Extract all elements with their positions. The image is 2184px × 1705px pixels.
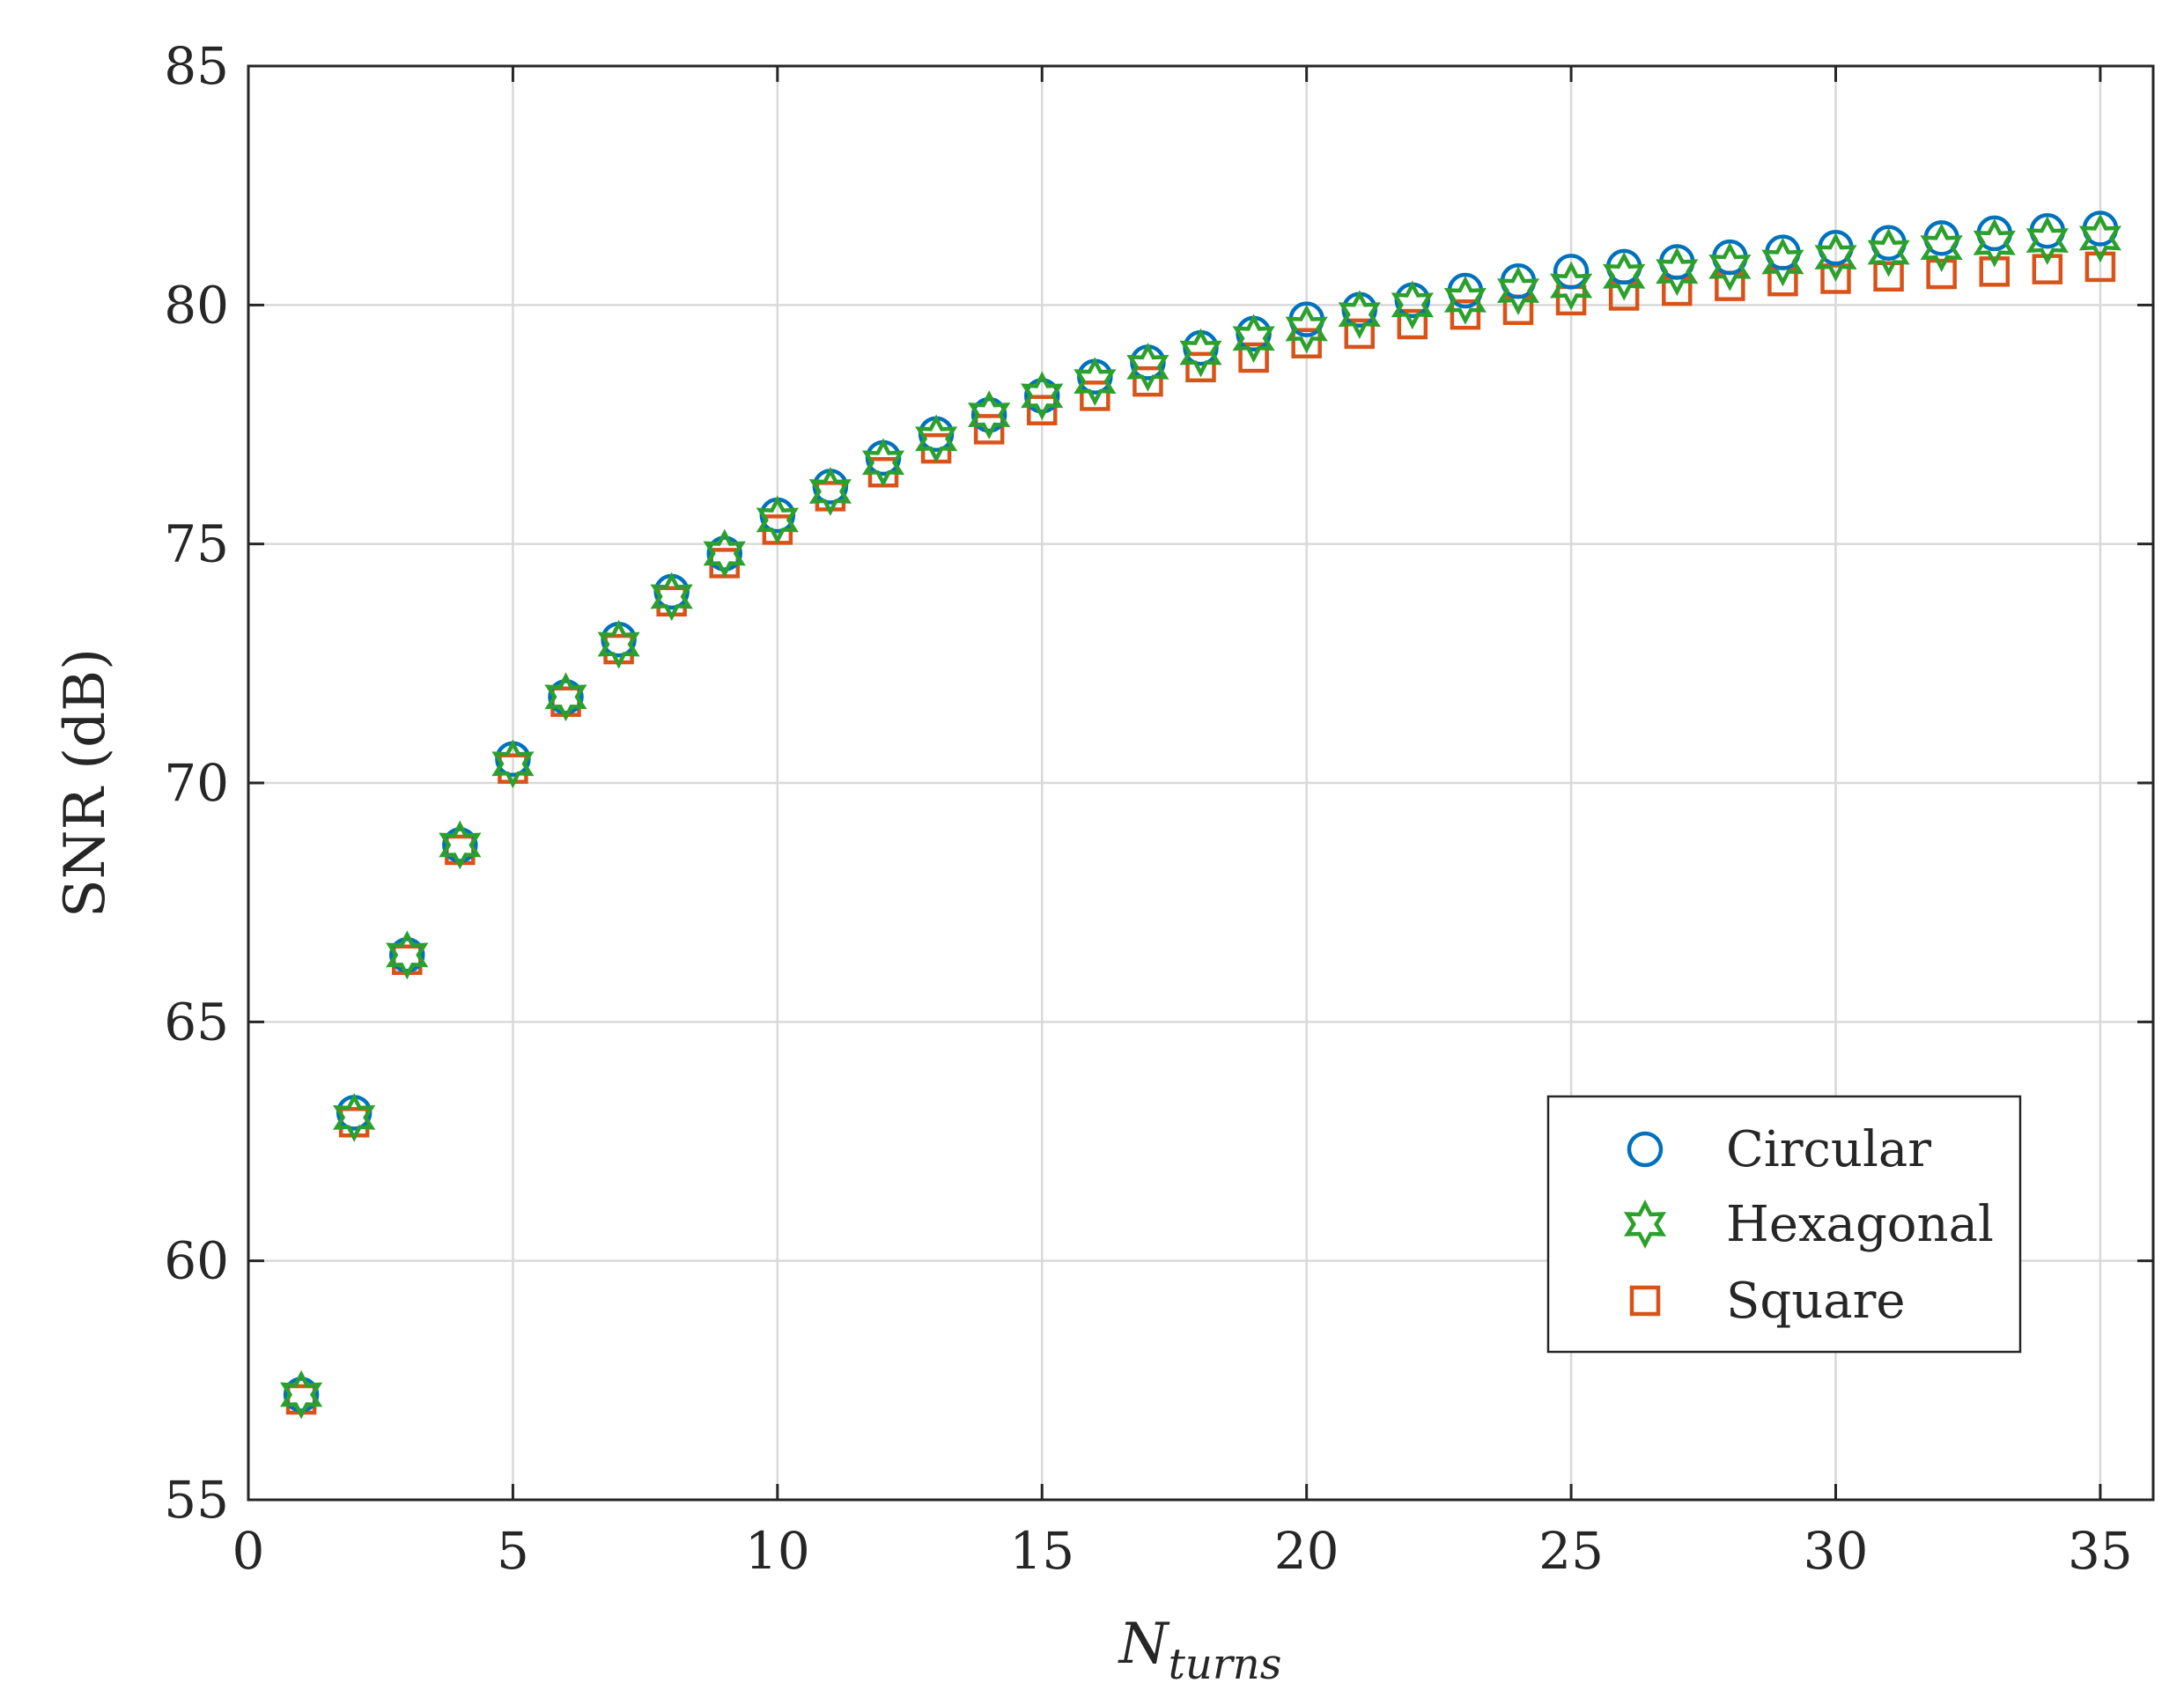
circular-legend-icon: [1627, 1131, 1664, 1168]
hexagonal-point: [1920, 223, 1963, 273]
circular-point: [548, 679, 584, 715]
hexagonal-point: [597, 619, 640, 669]
square-point: [1133, 365, 1163, 397]
square-point: [1873, 261, 1904, 292]
y-tick-label: 80: [164, 275, 229, 335]
hexagonal-point: [703, 528, 746, 579]
square-point: [1080, 380, 1110, 411]
square-legend-icon: [1629, 1285, 1661, 1317]
y-tick-label: 85: [164, 36, 229, 96]
legend: Circular Hexagonal Square: [1546, 1095, 2022, 1354]
x-tick-label: 15: [1009, 1521, 1074, 1581]
hexagonal-point: [1021, 371, 1064, 421]
hexagonal-point: [1179, 328, 1222, 378]
x-tick-label: 20: [1274, 1521, 1339, 1581]
square-point: [1820, 263, 1851, 294]
circular-point: [283, 1377, 320, 1413]
hexagonal-point: [1708, 242, 1752, 292]
x-tick-label: 10: [745, 1521, 810, 1581]
square-point: [1397, 308, 1428, 340]
circular-point: [442, 827, 478, 863]
hexagonal-point: [1126, 343, 1169, 392]
x-tick-label: 5: [497, 1521, 529, 1581]
hexagonal-point: [1550, 261, 1593, 311]
legend-label: Hexagonal: [1726, 1196, 1994, 1253]
hexagonal-point: [1814, 232, 1857, 282]
hexagonal-point: [1338, 290, 1381, 340]
hexagonal-point: [808, 467, 852, 516]
hexagonal-point: [1761, 237, 1804, 287]
y-tick-label: 60: [164, 1231, 229, 1291]
circular-point: [1553, 254, 1590, 290]
x-tick-label: 25: [1538, 1521, 1604, 1581]
hexagonal-point: [439, 820, 482, 870]
square-point: [1027, 395, 1058, 425]
hexagonal-point: [1391, 280, 1435, 330]
hexagonal-point: [280, 1369, 323, 1420]
x-tick-label: 35: [2068, 1521, 2133, 1581]
legend-entry-circular: Circular: [1627, 1121, 1931, 1178]
hexagonal-point: [1443, 276, 1487, 325]
x-axis-label-main: N: [1118, 1612, 1170, 1677]
circular-point: [706, 535, 742, 572]
square-point: [1450, 299, 1481, 330]
hexagonal-point: [967, 390, 1011, 439]
hexagonal-point: [861, 438, 905, 488]
hexagonal-point: [1232, 314, 1275, 364]
hexagonal-point: [2025, 216, 2070, 265]
x-axis-label-subscript: turns: [1169, 1640, 1282, 1689]
legend-entries: Circular Hexagonal Square: [1623, 1121, 1994, 1330]
legend-entry-hexagonal: Hexagonal: [1623, 1196, 1994, 1253]
hexagonal-legend-icon: [1623, 1199, 1667, 1249]
x-tick-label: 0: [232, 1521, 265, 1581]
hexagonal-point: [1867, 227, 1910, 277]
square-point: [1979, 256, 2010, 287]
hexagonal-point: [650, 572, 693, 622]
hexagonal-point: [915, 414, 958, 464]
hexagonal-point: [1973, 218, 2016, 268]
y-tick-label: 70: [164, 753, 229, 813]
x-axis-label: Nturns: [1118, 1612, 1282, 1689]
x-tick-label: 30: [1804, 1521, 1869, 1581]
square-point: [2084, 251, 2116, 283]
square-point: [1926, 258, 1957, 290]
axis-ticks: [247, 64, 2153, 1502]
circular-point: [1024, 378, 1060, 414]
hexagonal-point: [1656, 247, 1699, 297]
square-point: [973, 414, 1005, 445]
hexagonal-point: [386, 930, 429, 980]
square-point: [1291, 328, 1322, 358]
hexagonal-point: [491, 739, 535, 789]
hexagonal-point: [756, 495, 800, 545]
grid-lines: [248, 66, 2153, 1500]
square-point: [1344, 318, 1375, 350]
tick-labels: 0 5 10 15 20 25 30 35 55 60 65 70 75 80 85: [164, 36, 2133, 1581]
hexagonal-point: [332, 1093, 376, 1142]
legend-box: [1546, 1095, 2022, 1354]
y-tick-label: 75: [164, 514, 229, 574]
square-point: [2032, 254, 2063, 284]
legend-entry-square: Square: [1629, 1273, 1906, 1330]
hexagonal-point: [1074, 357, 1117, 407]
hexagonal-point: [1496, 266, 1540, 315]
hexagonal-point: [1602, 251, 1646, 301]
square-point: [1238, 342, 1269, 373]
y-tick-label: 65: [164, 992, 229, 1052]
square-point: [1185, 351, 1216, 383]
circular-point: [970, 396, 1007, 433]
hexagonal-point: [1285, 304, 1328, 354]
y-tick-label: 55: [164, 1470, 229, 1530]
series-hexagonal: [280, 213, 2121, 1420]
circular-point: [389, 937, 425, 973]
y-axis-label: SNR (dB): [53, 648, 118, 918]
hexagonal-point: [544, 672, 587, 722]
data-markers: [280, 210, 2121, 1420]
hexagonal-point: [2078, 213, 2121, 263]
legend-label: Square: [1726, 1273, 1906, 1330]
legend-label: Circular: [1726, 1121, 1931, 1178]
